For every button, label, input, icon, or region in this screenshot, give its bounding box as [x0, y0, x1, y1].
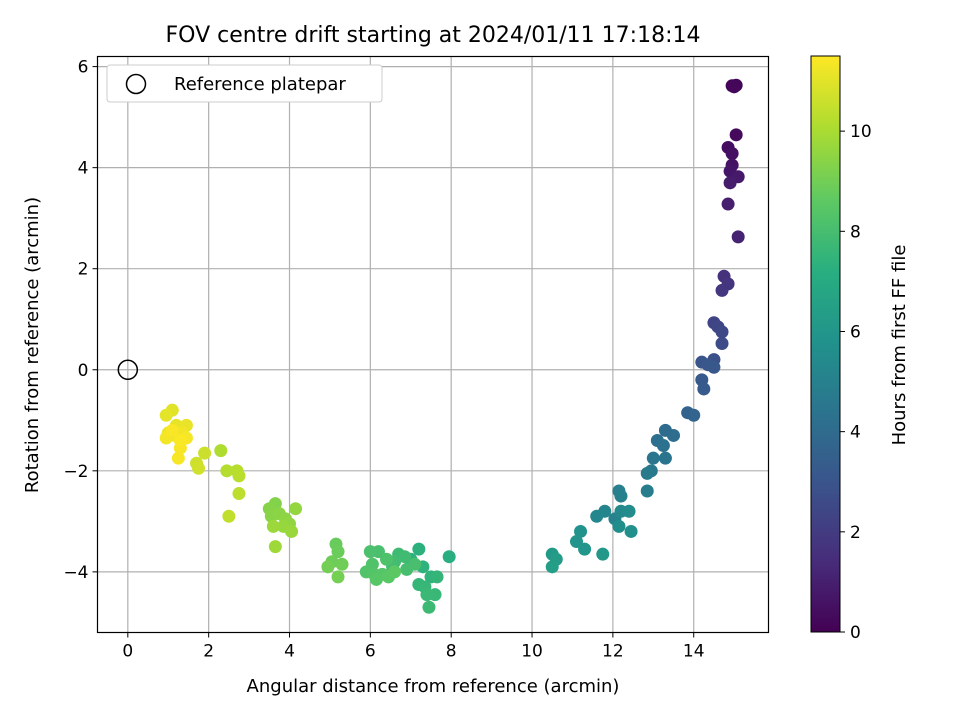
y-tick-label: −4 [63, 563, 88, 583]
x-tick-label: 4 [284, 642, 295, 662]
x-tick-label: 14 [683, 642, 705, 662]
data-point [398, 550, 412, 564]
data-point [331, 570, 345, 584]
data-point [214, 444, 228, 458]
data-point [321, 560, 335, 574]
data-point [612, 519, 626, 533]
data-point [331, 545, 345, 559]
data-point [715, 283, 729, 297]
data-point [574, 524, 588, 538]
data-point [715, 336, 729, 350]
x-axis-label: Angular distance from reference (arcmin) [247, 676, 620, 697]
data-point [220, 464, 234, 478]
x-tick-label: 6 [365, 642, 376, 662]
grid-lines [97, 56, 769, 633]
x-tick-label: 10 [521, 642, 543, 662]
plot-frame [96, 55, 770, 634]
data-point [412, 542, 426, 556]
legend-entry-reference: Reference platepar [174, 74, 346, 95]
data-point [624, 524, 638, 538]
data-point [656, 439, 670, 453]
colorbar-tick-label: 2 [850, 523, 861, 543]
data-point [725, 147, 739, 161]
chart-title: FOV centre drift starting at 2024/01/11 … [166, 23, 701, 48]
data-point [729, 128, 743, 142]
data-point [165, 423, 179, 437]
legend-marker-reference [125, 73, 147, 95]
data-point [369, 572, 383, 586]
data-point [667, 428, 681, 442]
data-point [697, 382, 711, 396]
y-axis-label: Rotation from reference (arcmin) [22, 197, 43, 493]
data-point [640, 484, 654, 498]
y-axis-ticks: −4 −2 0 2 4 6 [63, 58, 98, 583]
data-point [222, 509, 236, 523]
reference-point [117, 359, 139, 381]
x-tick-label: 12 [602, 642, 624, 662]
data-point [285, 524, 299, 538]
data-point [232, 487, 246, 501]
data-point [335, 557, 349, 571]
y-tick-label: 6 [78, 58, 89, 78]
reference-platepar-marker [117, 359, 139, 381]
data-point [723, 176, 737, 190]
data-point [578, 542, 592, 556]
data-point [363, 545, 377, 559]
colorbar-ticks: 0 2 4 6 8 10 [840, 122, 872, 643]
y-tick-label: −2 [63, 462, 88, 482]
data-point [408, 557, 422, 571]
y-tick-label: 2 [78, 260, 89, 280]
data-point [442, 550, 456, 564]
data-point [715, 325, 729, 339]
data-point [721, 197, 735, 211]
legend: Reference platepar [106, 64, 383, 103]
colorbar-tick-label: 0 [850, 623, 861, 643]
data-point [687, 408, 701, 422]
data-point [171, 451, 185, 465]
colorbar-tick-label: 6 [850, 322, 861, 342]
data-point [731, 230, 745, 244]
colorbar-tick-label: 4 [850, 423, 861, 443]
data-point [173, 434, 187, 447]
data-point [198, 446, 212, 460]
x-tick-label: 8 [446, 642, 457, 662]
data-point [614, 489, 628, 503]
data-point [266, 519, 280, 533]
data-point [658, 451, 672, 465]
data-point [422, 600, 436, 614]
data-point [289, 502, 303, 516]
x-tick-label: 0 [122, 642, 133, 662]
data-point [640, 466, 654, 480]
colorbar-label: Hours from first FF file [889, 245, 910, 446]
x-tick-label: 2 [203, 642, 214, 662]
data-point [590, 509, 604, 523]
data-point [596, 547, 610, 561]
colorbar-gradient [810, 55, 841, 633]
data-point [388, 565, 402, 579]
colorbar-tick-label: 10 [850, 122, 872, 142]
data-point [380, 552, 394, 566]
data-point [232, 469, 246, 483]
data-point [268, 540, 282, 554]
colorbar: 0 2 4 6 8 10 Hours from first FF file [810, 55, 910, 643]
data-point [420, 588, 434, 602]
data-point [545, 560, 559, 574]
data-point [646, 451, 660, 465]
legend-box [106, 64, 383, 103]
y-tick-label: 0 [78, 361, 89, 381]
data-point [622, 504, 636, 518]
data-point [159, 408, 173, 422]
data-points [159, 78, 745, 614]
colorbar-tick-label: 8 [850, 222, 861, 242]
data-point [430, 570, 444, 584]
data-point [727, 80, 741, 94]
y-tick-label: 4 [78, 159, 89, 179]
x-axis-ticks: 0 2 4 6 8 10 12 14 [122, 632, 705, 662]
data-point [192, 461, 206, 475]
data-point [707, 360, 721, 374]
